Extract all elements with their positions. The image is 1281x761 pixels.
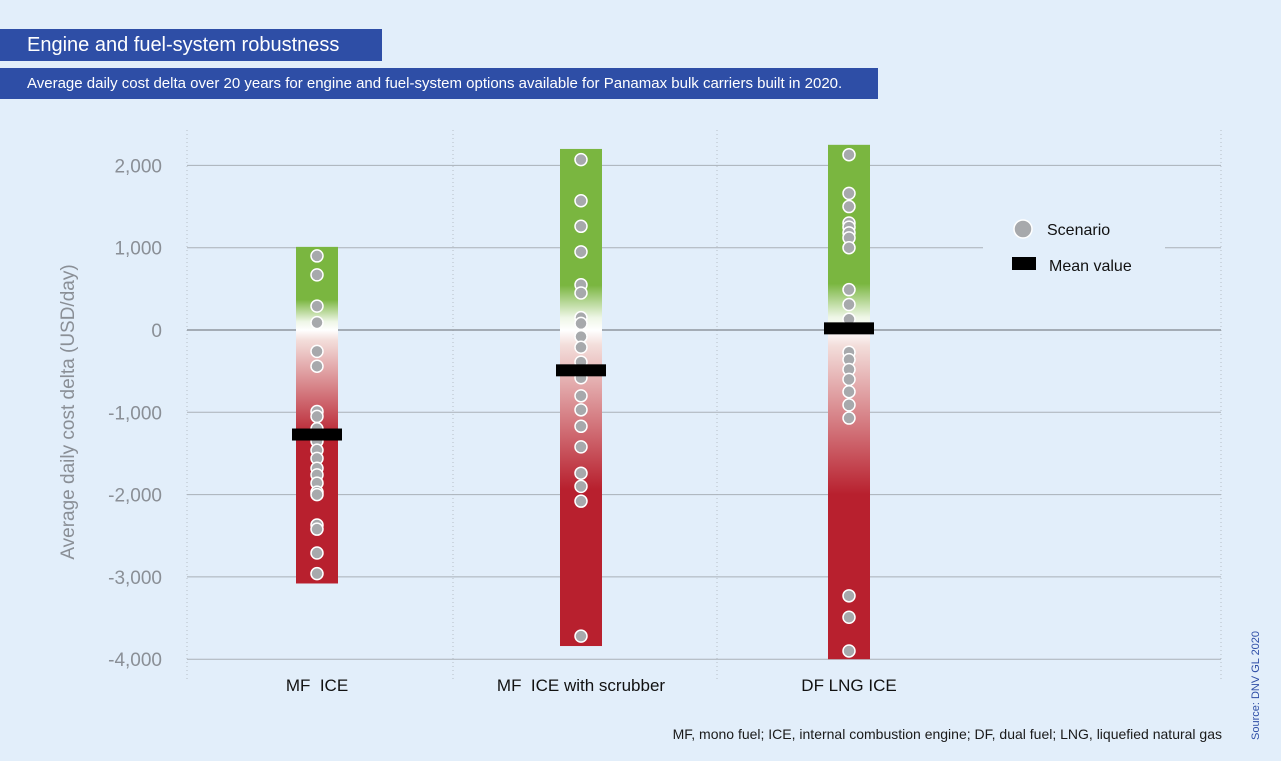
scenario-point <box>574 494 588 508</box>
legend-scenario-label: Scenario <box>1047 222 1110 239</box>
scenario-point <box>574 389 588 403</box>
x-category-label: MF ICE with scrubber <box>497 676 665 695</box>
scenario-point <box>842 398 856 412</box>
scenario-point <box>310 344 324 359</box>
y-axis-ticks: 2,000 1,000 0 -1,000 -2,000 -3,000 -4,000 <box>108 156 162 671</box>
y-tick-label: -1,000 <box>108 403 162 424</box>
y-tick-label: 0 <box>151 321 162 342</box>
scenario-point <box>574 316 588 331</box>
scenario-point <box>310 566 324 581</box>
scenario-point <box>842 186 856 201</box>
scenario-point <box>842 282 856 297</box>
legend-scenario-marker <box>1013 219 1033 239</box>
scenario-point <box>310 299 324 313</box>
scenario-point <box>574 403 588 417</box>
y-tick-label: -4,000 <box>108 650 162 671</box>
scenario-point <box>842 644 856 658</box>
scenario-point <box>574 286 588 300</box>
scenario-points <box>310 147 856 658</box>
y-axis-label: Average daily cost delta (USD/day) <box>58 264 79 559</box>
scenario-point <box>574 419 588 434</box>
x-axis-categories: MF ICE MF ICE with scrubber DF LNG ICE <box>286 676 897 695</box>
mean-marker <box>292 428 342 441</box>
scenario-point <box>310 315 324 330</box>
y-tick-label: 1,000 <box>114 239 162 260</box>
scenario-point <box>842 297 856 312</box>
scenario-point <box>574 194 588 208</box>
scenario-point <box>842 199 856 214</box>
scenario-point <box>574 219 588 234</box>
footnote: MF, mono fuel; ICE, internal combustion … <box>672 726 1222 742</box>
scenario-point <box>310 522 324 536</box>
scenario-point <box>574 479 588 494</box>
x-category-label: DF LNG ICE <box>801 676 896 695</box>
y-tick-label: -3,000 <box>108 568 162 589</box>
scenario-point <box>842 589 856 603</box>
scenario-point <box>842 411 856 425</box>
scenario-point <box>310 487 324 502</box>
scenario-point <box>842 384 856 399</box>
chart-title: Engine and fuel-system robustness <box>0 29 382 61</box>
scenario-point <box>842 240 856 255</box>
scenario-point <box>574 466 588 480</box>
scenario-point <box>574 340 588 355</box>
mean-markers <box>292 322 874 441</box>
mean-marker <box>824 322 874 335</box>
scenario-point <box>310 409 324 424</box>
y-tick-label: 2,000 <box>114 156 162 177</box>
legend-mean-marker <box>1012 257 1036 270</box>
scenario-point <box>842 610 856 624</box>
scenario-point <box>574 152 588 167</box>
scenario-point <box>842 372 856 387</box>
scenario-point <box>842 147 856 162</box>
scenario-point <box>574 440 588 454</box>
chart-subtitle: Average daily cost delta over 20 years f… <box>0 68 878 99</box>
mean-marker <box>556 364 606 377</box>
source-credit: Source: DNV GL 2020 <box>1250 630 1262 740</box>
legend: Scenario Mean value <box>983 206 1165 290</box>
legend-background <box>983 206 1165 290</box>
y-tick-label: -2,000 <box>108 486 162 507</box>
scenario-point <box>310 249 324 263</box>
scenario-point <box>574 245 588 259</box>
x-category-label: MF ICE <box>286 676 348 695</box>
scenario-point <box>574 629 588 643</box>
scenario-point <box>310 359 324 373</box>
scenario-point <box>310 268 324 282</box>
legend-mean-label: Mean value <box>1049 258 1132 275</box>
scenario-point <box>310 546 324 560</box>
